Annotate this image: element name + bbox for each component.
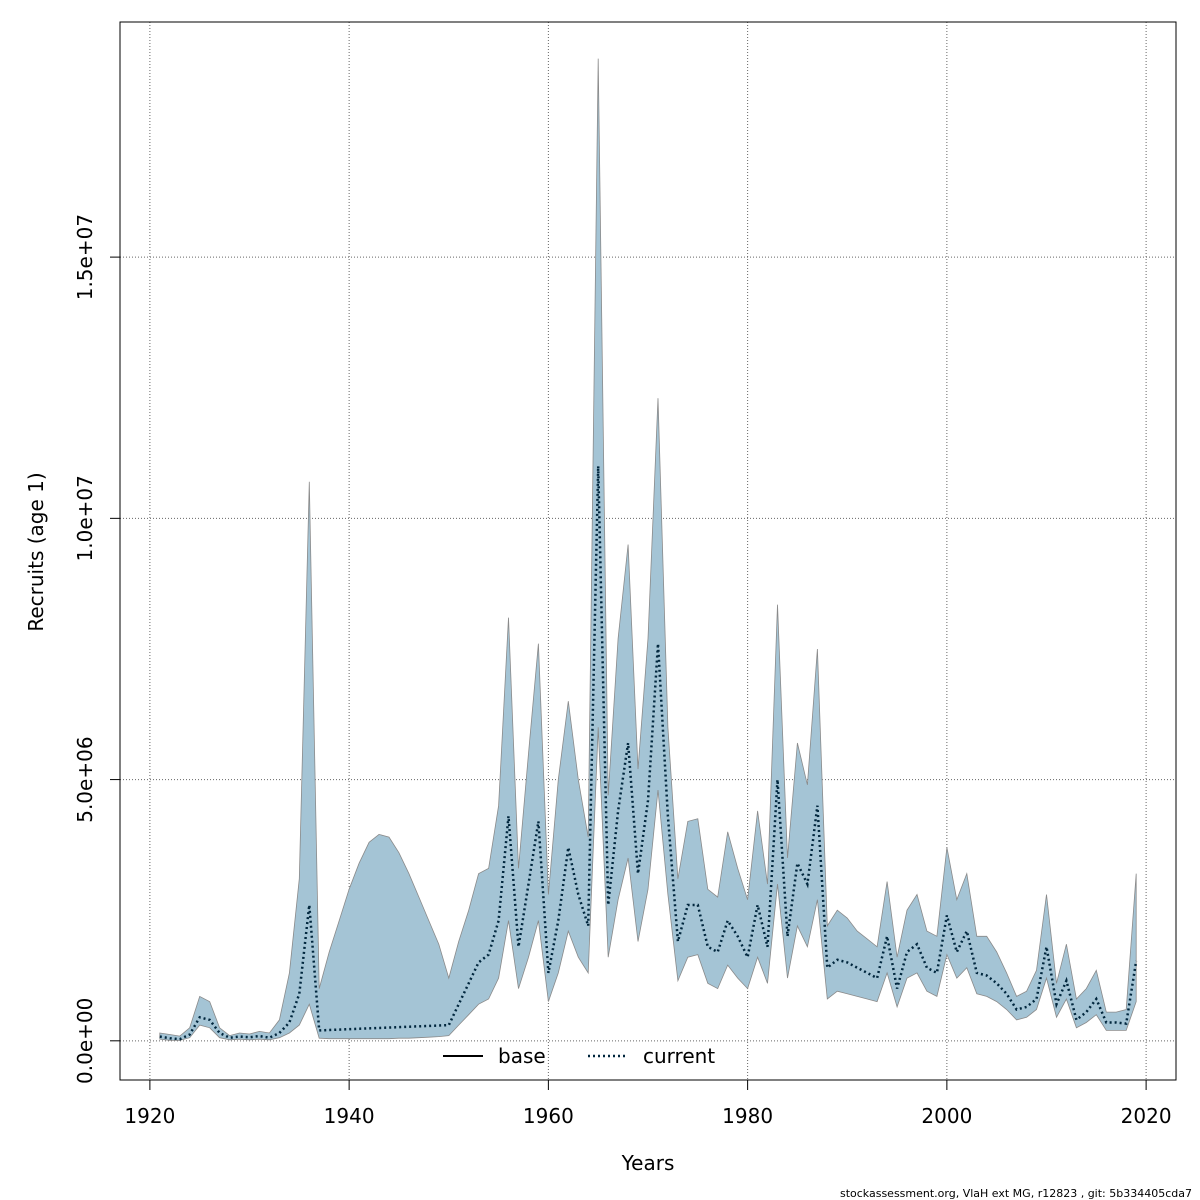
x-tick-label: 2000: [921, 1104, 972, 1128]
x-tick-label: 2020: [1121, 1104, 1172, 1128]
footer-credit: stockassessment.org, VlaH ext MG, r12823…: [840, 1187, 1192, 1200]
y-tick-label: 5.0e+06: [73, 736, 97, 822]
x-tick-label: 1980: [722, 1104, 773, 1128]
plot-frame: [119, 21, 1177, 1081]
x-tick-label: 1940: [324, 1104, 375, 1128]
axes: 1920 1940 1960 1980 2000 2020 0.0e+00 5.0e+06 1.…: [73, 214, 1172, 1128]
y-tick-label: 1.5e+07: [73, 214, 97, 300]
y-tick-label: 1.0e+07: [73, 475, 97, 561]
confidence-band: [159, 58, 1137, 1041]
legend-label-current: current: [643, 1044, 715, 1068]
legend: base current: [443, 1044, 715, 1068]
confidence-band-area: [159, 58, 1137, 1041]
x-axis-label: Years: [621, 1151, 675, 1175]
x-tick-label: 1960: [523, 1104, 574, 1128]
y-tick-label: 0.0e+00: [73, 998, 97, 1084]
grid-lines: [120, 22, 1176, 1080]
y-axis-label: Recruits (age 1): [24, 472, 48, 631]
legend-label-base: base: [498, 1044, 546, 1068]
x-tick-label: 1920: [124, 1104, 175, 1128]
